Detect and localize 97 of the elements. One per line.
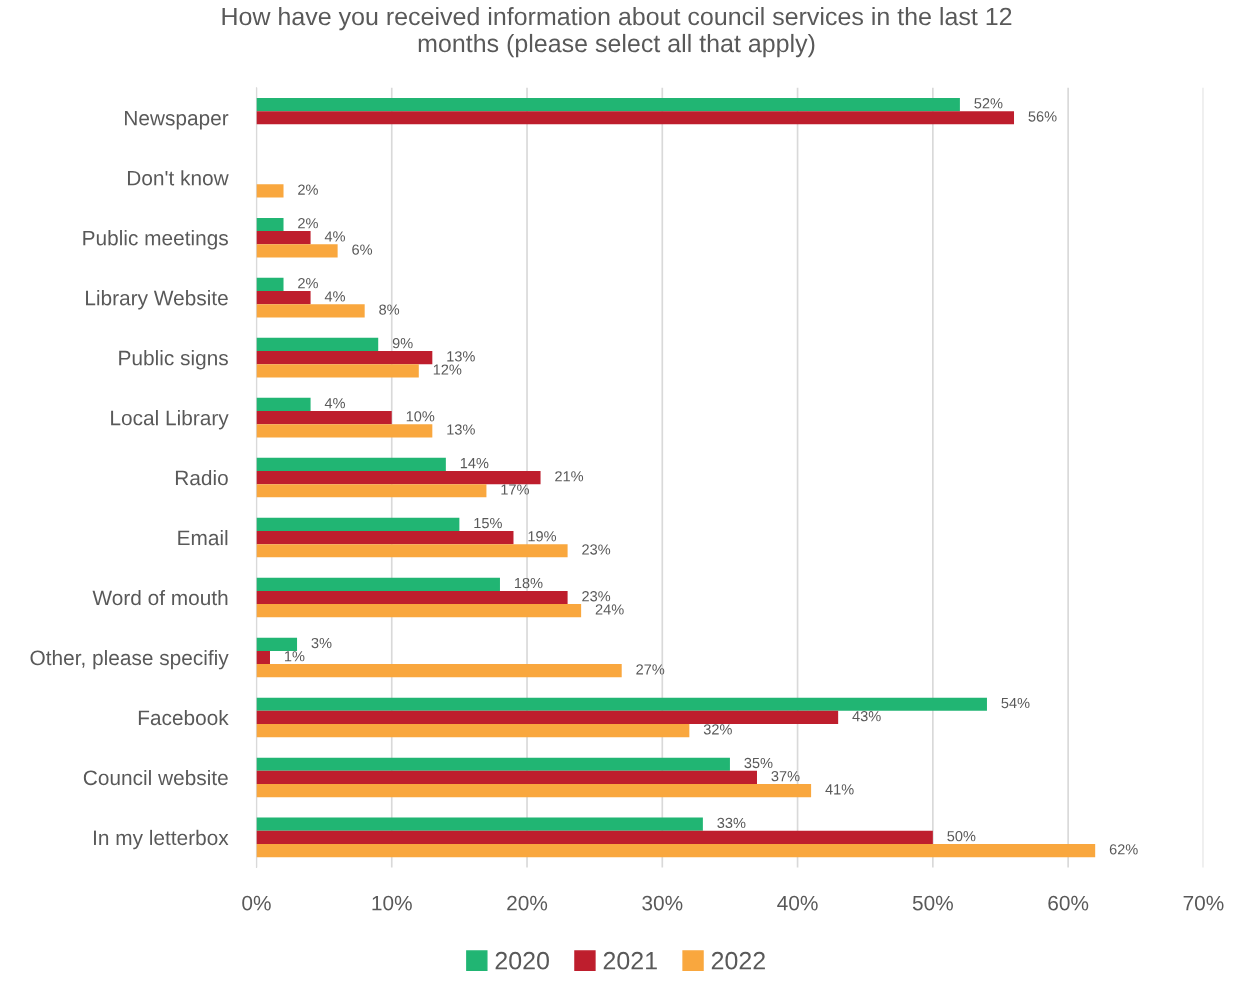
bar bbox=[256, 470, 541, 485]
bar bbox=[256, 111, 1015, 125]
data-label: 27% bbox=[636, 664, 665, 675]
y-tick-label: Other, please specifiy bbox=[30, 649, 229, 670]
x-tick-label: 70% bbox=[1183, 895, 1224, 911]
x-tick-label: 60% bbox=[1048, 895, 1089, 911]
bar bbox=[256, 830, 933, 844]
bar bbox=[256, 397, 311, 411]
data-label: 2% bbox=[298, 184, 318, 195]
y-tick-label: Public meetings bbox=[83, 230, 228, 250]
y-tick-label: Email bbox=[178, 529, 228, 546]
data-label: 21% bbox=[555, 471, 584, 482]
data-label: 8% bbox=[379, 304, 400, 315]
bar bbox=[256, 517, 460, 531]
data-label: 4% bbox=[324, 231, 346, 242]
bar bbox=[256, 97, 960, 112]
legend-label: 2020 bbox=[495, 951, 549, 970]
y-tick-label: Newspaper bbox=[125, 110, 229, 130]
data-label: 33% bbox=[717, 817, 746, 829]
data-label: 32% bbox=[703, 724, 732, 735]
bar bbox=[256, 577, 500, 591]
data-label: 9% bbox=[392, 338, 413, 349]
data-label: 1% bbox=[284, 651, 305, 662]
bar bbox=[256, 724, 690, 738]
data-label: 52% bbox=[974, 98, 1003, 109]
data-label: 4% bbox=[324, 398, 346, 409]
bar bbox=[256, 530, 514, 545]
bar bbox=[256, 231, 311, 245]
x-tick-label: 10% bbox=[372, 895, 412, 911]
data-label: 24% bbox=[595, 604, 624, 615]
bar bbox=[256, 784, 812, 798]
bar bbox=[256, 637, 298, 651]
legend-label: 2021 bbox=[603, 951, 657, 970]
data-label: 6% bbox=[352, 244, 373, 255]
y-tick-label: Facebook bbox=[138, 709, 229, 726]
bar bbox=[256, 664, 622, 678]
bar bbox=[256, 757, 730, 771]
bar bbox=[256, 364, 419, 378]
data-label: 62% bbox=[1109, 844, 1138, 855]
data-label: 41% bbox=[825, 784, 854, 795]
legend-label: 2022 bbox=[711, 951, 765, 970]
bar bbox=[256, 710, 839, 725]
bar bbox=[256, 697, 987, 711]
data-label: 3% bbox=[311, 637, 332, 649]
bar bbox=[256, 817, 703, 831]
x-tick-label: 30% bbox=[642, 895, 683, 911]
data-label: 2% bbox=[298, 278, 318, 289]
bar bbox=[256, 291, 311, 305]
bar bbox=[256, 590, 568, 605]
y-tick-label: Local Library bbox=[111, 410, 229, 430]
x-tick-label: 0% bbox=[242, 895, 271, 911]
data-label: 13% bbox=[447, 424, 475, 435]
data-label: 37% bbox=[771, 771, 800, 782]
bar bbox=[256, 337, 379, 352]
data-label: 12% bbox=[433, 364, 462, 375]
bar bbox=[256, 410, 392, 425]
bar bbox=[256, 217, 284, 232]
x-tick-label: 20% bbox=[507, 895, 548, 911]
data-label: 43% bbox=[852, 711, 881, 722]
y-tick-label: Don't know bbox=[127, 170, 229, 186]
bar bbox=[256, 770, 757, 785]
bar bbox=[256, 604, 582, 618]
bar bbox=[256, 277, 284, 292]
y-tick-label: Radio bbox=[175, 470, 228, 486]
data-label: 19% bbox=[528, 531, 557, 542]
bar bbox=[256, 457, 446, 471]
data-label: 18% bbox=[514, 577, 543, 589]
data-label: 2% bbox=[298, 218, 318, 229]
chart-title: How have you received information about council services in the last 12 months (please select all that apply) bbox=[222, 6, 1012, 58]
x-tick-label: 40% bbox=[777, 895, 818, 911]
data-label: 54% bbox=[1001, 697, 1030, 709]
y-tick-label: Word of mouth bbox=[92, 589, 228, 606]
bar bbox=[256, 304, 365, 318]
data-label: 17% bbox=[501, 484, 529, 495]
data-label: 35% bbox=[744, 757, 773, 769]
y-tick-label: In my letterbox bbox=[93, 829, 229, 850]
data-label: 10% bbox=[406, 411, 435, 422]
y-tick-label: Public signs bbox=[119, 350, 228, 370]
bar bbox=[256, 351, 433, 365]
bar bbox=[256, 650, 270, 665]
y-tick-label: Council website bbox=[83, 769, 228, 786]
bar bbox=[256, 844, 1096, 858]
data-label: 14% bbox=[460, 458, 489, 469]
data-label: 50% bbox=[947, 830, 976, 842]
data-label: 23% bbox=[582, 544, 611, 555]
data-label: 13% bbox=[447, 351, 475, 362]
data-label: 15% bbox=[474, 517, 502, 529]
data-label: 23% bbox=[582, 591, 611, 602]
bar bbox=[256, 484, 487, 498]
x-tick-label: 50% bbox=[912, 895, 953, 911]
data-label: 4% bbox=[324, 291, 346, 302]
bar bbox=[256, 244, 338, 258]
data-label: 56% bbox=[1028, 111, 1057, 122]
bar bbox=[256, 544, 568, 558]
y-tick-label: Library Website bbox=[86, 290, 228, 310]
bar bbox=[256, 424, 433, 438]
bar bbox=[256, 184, 284, 198]
